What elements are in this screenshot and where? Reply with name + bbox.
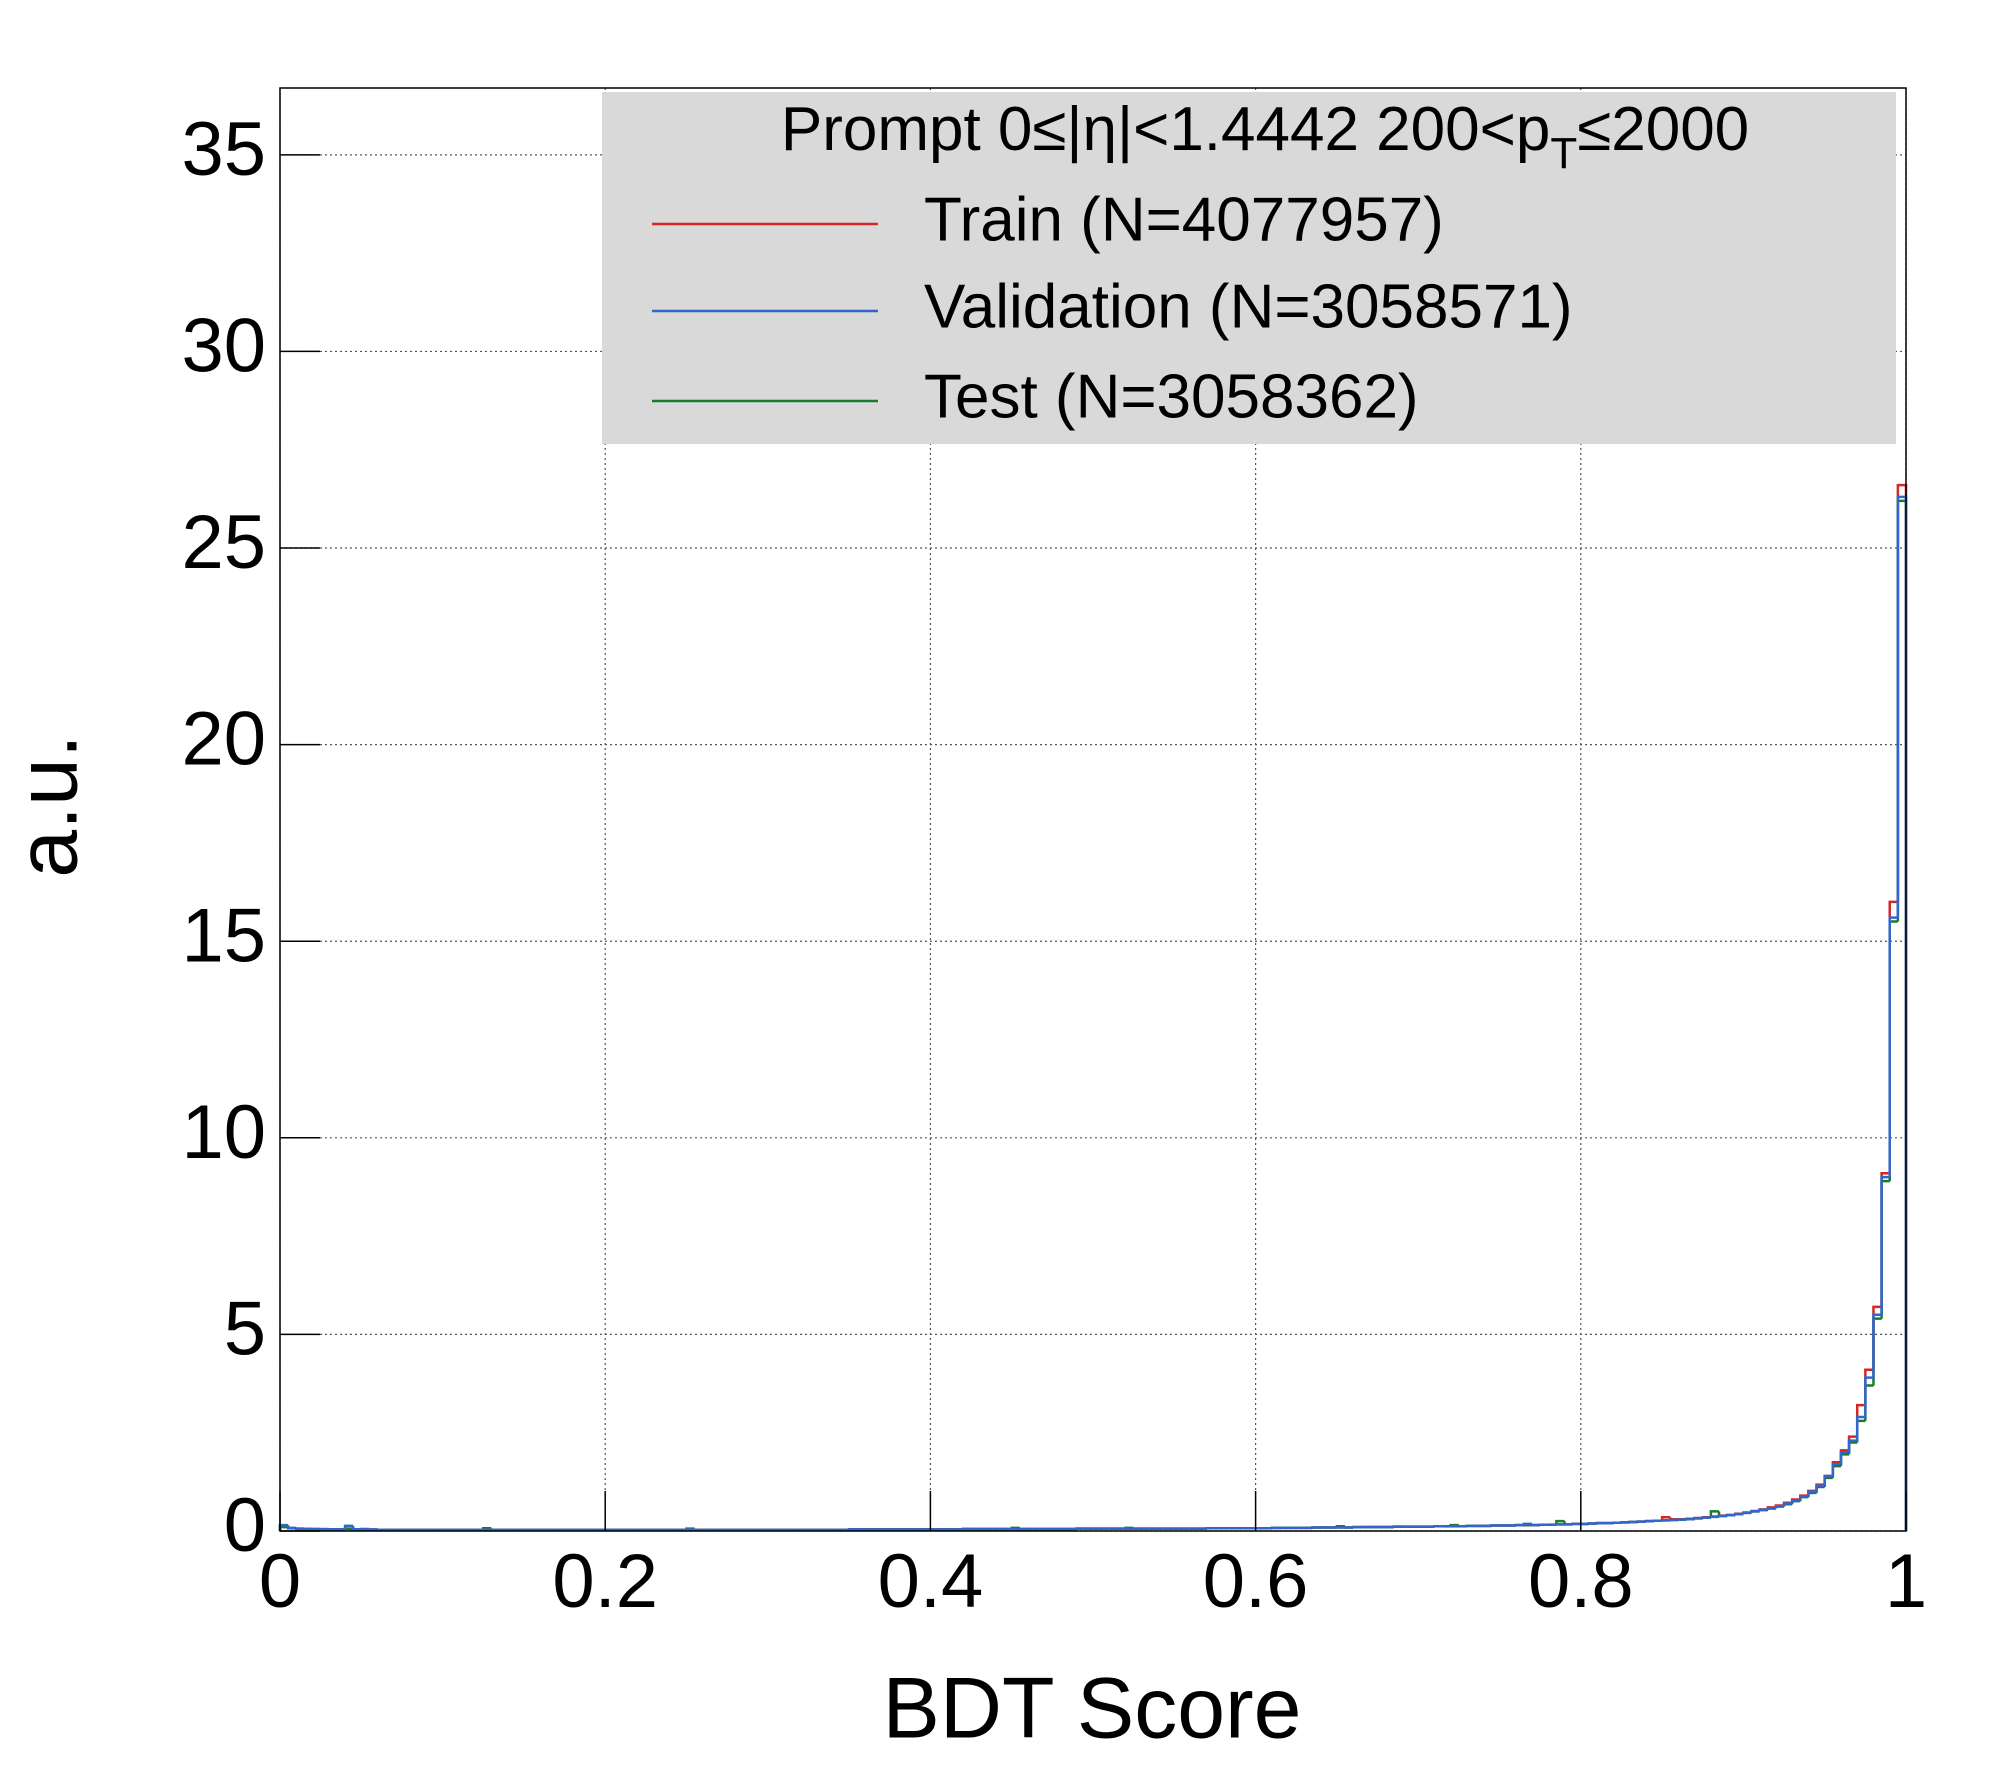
histogram-bin xyxy=(1530,1523,1541,1527)
x-tick-label: 0.8 xyxy=(1528,1539,1634,1624)
histogram-bin xyxy=(1807,1490,1817,1497)
legend-title-rest: ≤2000 xyxy=(1577,95,1749,164)
legend-title-main: Prompt 0≤|η|<1.4442 200<p xyxy=(781,95,1550,164)
histogram-bin xyxy=(1717,1514,1728,1518)
histogram-bin xyxy=(1799,1495,1809,1501)
histogram-bin xyxy=(1701,1516,1711,1519)
y-tick-label: 5 xyxy=(224,1286,266,1371)
legend-title: Prompt 0≤|η|<1.4442 200<pT≤2000 xyxy=(781,95,1749,177)
histogram-bin xyxy=(1896,495,1908,1531)
legend-label: Test (N=3058362) xyxy=(924,362,1419,431)
x-tick-label: 0.4 xyxy=(878,1539,984,1624)
histogram-bin xyxy=(1766,1506,1776,1510)
histogram-bin xyxy=(1839,1451,1850,1465)
y-axis-title: a.u. xyxy=(0,734,96,877)
x-axis-title: BDT Score xyxy=(883,1661,1302,1757)
histogram-bin xyxy=(1864,1376,1874,1417)
x-tick-label: 1 xyxy=(1885,1539,1927,1624)
x-tick-label: 0 xyxy=(259,1539,301,1624)
histogram-bin xyxy=(1790,1499,1801,1504)
y-tick-label: 35 xyxy=(181,107,266,192)
histogram-bin xyxy=(1847,1439,1858,1453)
y-tick-label: 20 xyxy=(181,697,266,782)
histogram-bin xyxy=(1782,1502,1793,1507)
histogram-bin xyxy=(286,1525,297,1530)
histogram-bin xyxy=(1725,1514,1736,1517)
y-tick-label: 10 xyxy=(181,1090,266,1175)
histogram-bin xyxy=(1742,1511,1752,1515)
histogram-bin xyxy=(351,1525,362,1531)
legend-box xyxy=(602,92,1896,444)
y-tick-label: 0 xyxy=(224,1483,266,1568)
histogram-bin xyxy=(1522,1522,1533,1526)
legend-label: Validation (N=3058571) xyxy=(924,272,1573,341)
histogram-bin xyxy=(1709,1515,1720,1519)
histogram-bin xyxy=(1750,1510,1760,1513)
y-tick-label: 15 xyxy=(181,893,266,978)
histogram-bin xyxy=(1734,1512,1744,1516)
y-tick-label: 30 xyxy=(181,304,266,389)
histogram-bin xyxy=(1693,1517,1703,1520)
histogram-bin xyxy=(1709,1510,1720,1518)
x-tick-label: 0.2 xyxy=(552,1539,658,1624)
histogram-bin xyxy=(1815,1484,1825,1492)
histogram-bin xyxy=(1888,916,1898,1178)
legend-title-sub: T xyxy=(1550,129,1577,178)
legend-label: Train (N=4077957) xyxy=(924,185,1444,254)
histogram-bin xyxy=(343,1524,354,1530)
histogram-bin xyxy=(1872,1313,1882,1378)
x-tick-label: 0.6 xyxy=(1203,1539,1309,1624)
histogram-bin xyxy=(1855,1415,1866,1441)
histogram-bin xyxy=(295,1527,305,1530)
histogram-bin xyxy=(1774,1504,1785,1509)
plot-frame xyxy=(279,87,1907,1532)
histogram-bin xyxy=(1880,1175,1890,1315)
y-tick-label: 25 xyxy=(181,500,266,585)
histogram-bin xyxy=(1758,1508,1768,1512)
histogram-bin xyxy=(1831,1462,1841,1476)
histogram-bin xyxy=(1823,1474,1833,1486)
